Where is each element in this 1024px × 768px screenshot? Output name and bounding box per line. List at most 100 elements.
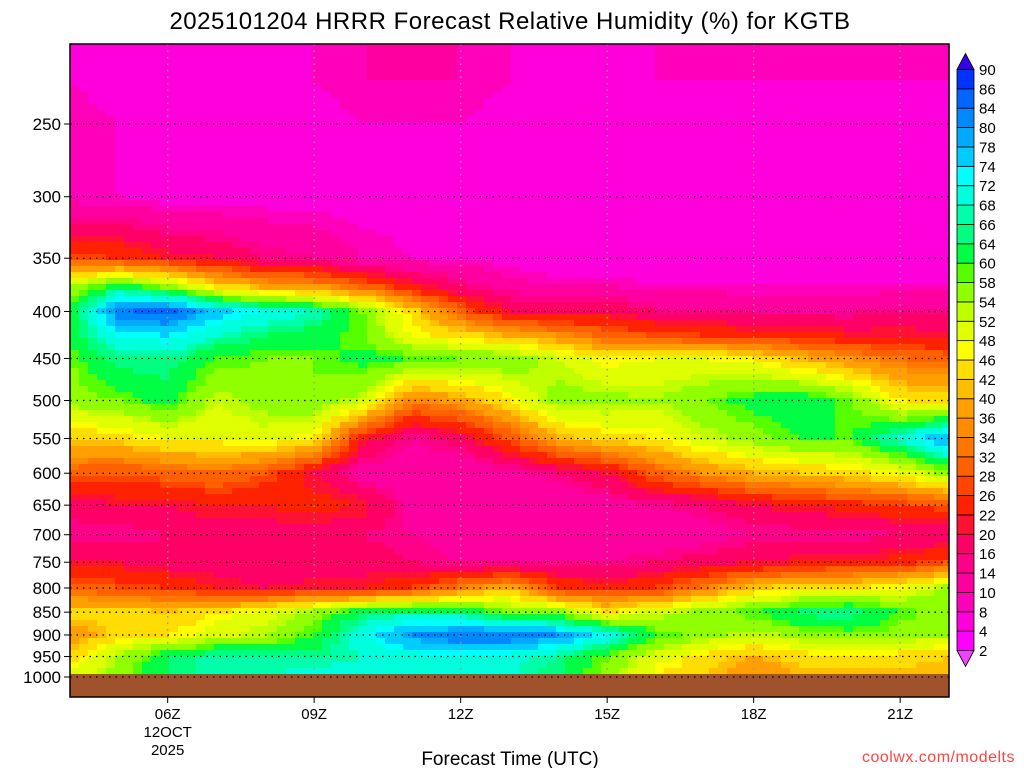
rh-cell <box>565 44 575 51</box>
rh-cell <box>160 62 170 69</box>
rh-cell <box>664 206 674 213</box>
rh-cell <box>610 92 620 99</box>
rh-cell <box>826 56 836 63</box>
rh-cell <box>205 98 215 105</box>
rh-cell <box>817 74 827 81</box>
rh-cell <box>106 302 116 309</box>
rh-cell <box>79 224 89 231</box>
rh-cell <box>520 134 530 141</box>
rh-cell <box>214 104 224 111</box>
rh-cell <box>160 194 170 201</box>
rh-cell <box>502 290 512 297</box>
rh-cell <box>214 314 224 321</box>
rh-cell <box>646 326 656 333</box>
rh-cell <box>169 110 179 117</box>
rh-cell <box>268 266 278 273</box>
rh-cell <box>511 50 521 57</box>
rh-cell <box>826 230 836 237</box>
rh-cell <box>70 212 80 219</box>
rh-cell <box>241 62 251 69</box>
rh-cell <box>448 344 458 351</box>
rh-cell <box>772 326 782 333</box>
rh-cell <box>889 92 899 99</box>
rh-cell <box>151 182 161 189</box>
rh-cell <box>817 326 827 333</box>
rh-cell <box>277 332 287 339</box>
rh-cell <box>286 104 296 111</box>
rh-cell <box>169 116 179 123</box>
rh-cell <box>295 188 305 195</box>
rh-cell <box>277 260 287 267</box>
rh-cell <box>430 170 440 177</box>
rh-cell <box>349 236 359 243</box>
rh-cell <box>439 200 449 207</box>
rh-cell <box>691 314 701 321</box>
rh-cell <box>898 272 908 279</box>
rh-cell <box>520 182 530 189</box>
rh-cell <box>673 254 683 261</box>
rh-cell <box>790 140 800 147</box>
rh-cell <box>493 284 503 291</box>
rh-cell <box>781 230 791 237</box>
rh-cell <box>466 314 476 321</box>
rh-cell <box>646 176 656 183</box>
rh-cell <box>664 110 674 117</box>
rh-cell <box>538 140 548 147</box>
rh-cell <box>403 254 413 261</box>
rh-cell <box>340 302 350 309</box>
rh-cell <box>322 68 332 75</box>
rh-cell <box>259 182 269 189</box>
rh-cell <box>736 44 746 51</box>
rh-cell <box>691 236 701 243</box>
rh-cell <box>574 242 584 249</box>
rh-cell <box>601 188 611 195</box>
rh-cell <box>484 188 494 195</box>
rh-cell <box>592 284 602 291</box>
rh-cell <box>115 68 125 75</box>
rh-cell <box>232 80 242 87</box>
rh-cell <box>142 170 152 177</box>
rh-cell <box>610 152 620 159</box>
rh-cell <box>169 260 179 267</box>
rh-cell <box>484 56 494 63</box>
rh-cell <box>718 236 728 243</box>
rh-cell <box>277 266 287 273</box>
rh-cell <box>871 200 881 207</box>
rh-cell <box>916 302 926 309</box>
rh-cell <box>511 338 521 345</box>
rh-cell <box>367 110 377 117</box>
rh-cell <box>853 248 863 255</box>
rh-cell <box>889 272 899 279</box>
rh-cell <box>880 164 890 171</box>
rh-cell <box>583 80 593 87</box>
rh-cell <box>529 296 539 303</box>
rh-cell <box>340 164 350 171</box>
rh-cell <box>745 44 755 51</box>
rh-cell <box>160 44 170 51</box>
rh-cell <box>718 80 728 87</box>
rh-cell <box>79 152 89 159</box>
rh-cell <box>367 344 377 351</box>
rh-cell <box>556 158 566 165</box>
rh-cell <box>763 284 773 291</box>
rh-cell <box>655 140 665 147</box>
rh-cell <box>493 110 503 117</box>
rh-cell <box>898 152 908 159</box>
rh-cell <box>493 128 503 135</box>
rh-cell <box>259 242 269 249</box>
rh-cell <box>574 92 584 99</box>
rh-cell <box>259 278 269 285</box>
rh-cell <box>682 80 692 87</box>
rh-cell <box>790 320 800 327</box>
rh-cell <box>682 320 692 327</box>
rh-cell <box>790 338 800 345</box>
rh-cell <box>826 344 836 351</box>
rh-cell <box>934 344 944 351</box>
rh-cell <box>799 248 809 255</box>
rh-cell <box>196 116 206 123</box>
rh-cell <box>754 224 764 231</box>
rh-cell <box>115 302 125 309</box>
rh-cell <box>574 128 584 135</box>
rh-cell <box>736 170 746 177</box>
rh-cell <box>259 146 269 153</box>
